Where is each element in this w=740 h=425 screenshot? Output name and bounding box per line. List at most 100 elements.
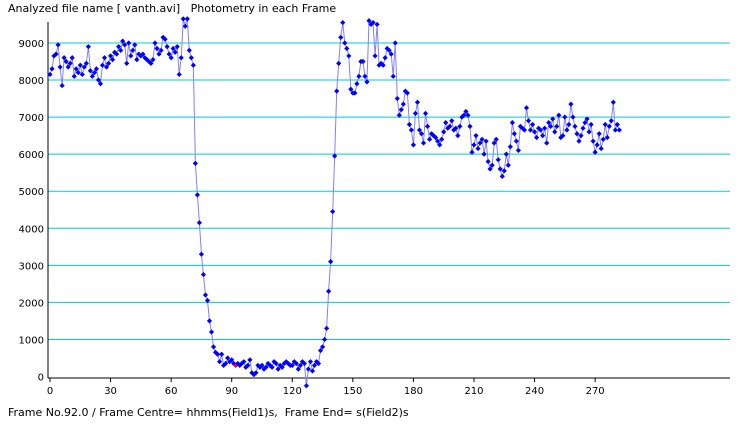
data-point[interactable] bbox=[610, 99, 616, 105]
data-point[interactable] bbox=[130, 47, 136, 53]
data-point[interactable] bbox=[404, 90, 410, 96]
data-point[interactable] bbox=[431, 133, 437, 139]
data-point[interactable] bbox=[253, 370, 259, 376]
data-point[interactable] bbox=[223, 360, 229, 367]
data-point[interactable] bbox=[194, 192, 200, 198]
data-point[interactable] bbox=[604, 134, 610, 141]
data-point[interactable] bbox=[382, 55, 388, 61]
data-point[interactable] bbox=[374, 21, 380, 28]
data-point[interactable] bbox=[227, 359, 233, 365]
data-point[interactable] bbox=[79, 71, 85, 78]
data-point[interactable] bbox=[251, 372, 257, 378]
data-point[interactable] bbox=[128, 53, 134, 59]
data-point[interactable] bbox=[105, 60, 112, 66]
data-point[interactable] bbox=[59, 82, 65, 89]
data-point[interactable] bbox=[116, 44, 122, 50]
data-point[interactable] bbox=[67, 60, 73, 66]
data-point[interactable] bbox=[568, 101, 574, 107]
data-point[interactable] bbox=[584, 116, 590, 122]
data-point[interactable] bbox=[81, 64, 87, 70]
data-point[interactable] bbox=[550, 116, 556, 122]
data-point[interactable] bbox=[200, 271, 207, 278]
data-point[interactable] bbox=[340, 19, 346, 26]
data-point[interactable] bbox=[283, 359, 289, 365]
data-point[interactable] bbox=[473, 133, 479, 139]
data-point[interactable] bbox=[336, 60, 342, 66]
data-point[interactable] bbox=[580, 125, 586, 131]
data-point[interactable] bbox=[378, 60, 384, 66]
data-point[interactable] bbox=[521, 127, 528, 133]
data-point[interactable] bbox=[533, 134, 540, 141]
data-point[interactable] bbox=[293, 360, 299, 367]
data-point[interactable] bbox=[71, 73, 77, 79]
data-point[interactable] bbox=[388, 51, 394, 57]
data-point[interactable] bbox=[570, 114, 576, 120]
data-point[interactable] bbox=[180, 16, 186, 22]
data-point[interactable] bbox=[406, 121, 412, 128]
data-point[interactable] bbox=[505, 162, 511, 168]
data-point[interactable] bbox=[515, 147, 522, 154]
data-point[interactable] bbox=[291, 359, 297, 365]
data-point[interactable] bbox=[99, 62, 106, 68]
data-point[interactable] bbox=[63, 58, 69, 65]
data-point[interactable] bbox=[481, 151, 487, 157]
data-point[interactable] bbox=[451, 127, 457, 133]
data-point[interactable] bbox=[103, 64, 110, 70]
data-point[interactable] bbox=[503, 151, 509, 157]
data-point[interactable] bbox=[400, 101, 406, 107]
data-point[interactable] bbox=[507, 144, 513, 150]
data-point[interactable] bbox=[380, 62, 386, 68]
data-point[interactable] bbox=[360, 58, 366, 65]
data-point[interactable] bbox=[457, 123, 463, 129]
data-point[interactable] bbox=[548, 123, 554, 129]
data-point[interactable] bbox=[190, 62, 196, 68]
data-point[interactable] bbox=[443, 120, 449, 126]
data-point[interactable] bbox=[439, 136, 445, 142]
data-point[interactable] bbox=[509, 120, 515, 126]
data-point[interactable] bbox=[216, 359, 223, 365]
data-point[interactable] bbox=[311, 362, 318, 368]
data-point[interactable] bbox=[315, 360, 322, 367]
data-point[interactable] bbox=[279, 364, 285, 370]
data-point[interactable] bbox=[410, 142, 417, 148]
data-point[interactable] bbox=[202, 292, 209, 298]
data-point[interactable] bbox=[255, 362, 261, 368]
data-point[interactable] bbox=[364, 79, 370, 85]
data-point[interactable] bbox=[594, 142, 600, 148]
data-point[interactable] bbox=[178, 55, 184, 61]
data-point[interactable] bbox=[65, 64, 71, 70]
data-point[interactable] bbox=[441, 129, 447, 135]
data-point[interactable] bbox=[384, 45, 390, 52]
data-point[interactable] bbox=[49, 66, 55, 72]
data-point[interactable] bbox=[295, 366, 301, 372]
data-point[interactable] bbox=[317, 347, 324, 354]
data-point[interactable] bbox=[396, 112, 402, 118]
data-point[interactable] bbox=[77, 62, 83, 68]
data-point[interactable] bbox=[348, 86, 354, 92]
data-point[interactable] bbox=[426, 136, 433, 142]
data-point[interactable] bbox=[184, 16, 190, 22]
data-point[interactable] bbox=[540, 133, 546, 139]
data-point[interactable] bbox=[354, 81, 360, 87]
data-point[interactable] bbox=[176, 71, 182, 78]
data-point[interactable] bbox=[564, 127, 570, 133]
data-point[interactable] bbox=[51, 53, 57, 59]
data-point[interactable] bbox=[95, 77, 102, 83]
data-point[interactable] bbox=[447, 123, 453, 129]
data-point[interactable] bbox=[471, 142, 477, 148]
data-point[interactable] bbox=[344, 45, 350, 52]
data-point[interactable] bbox=[412, 110, 419, 116]
data-point[interactable] bbox=[366, 18, 372, 24]
data-point[interactable] bbox=[263, 364, 269, 370]
data-point[interactable] bbox=[463, 108, 469, 115]
data-point[interactable] bbox=[73, 66, 79, 72]
data-point[interactable] bbox=[475, 145, 481, 152]
data-point[interactable] bbox=[590, 138, 596, 144]
data-point[interactable] bbox=[408, 127, 415, 133]
data-point[interactable] bbox=[277, 362, 283, 368]
data-point[interactable] bbox=[376, 62, 382, 68]
data-point[interactable] bbox=[552, 129, 558, 135]
data-point[interactable] bbox=[612, 127, 618, 133]
data-point[interactable] bbox=[114, 51, 120, 57]
